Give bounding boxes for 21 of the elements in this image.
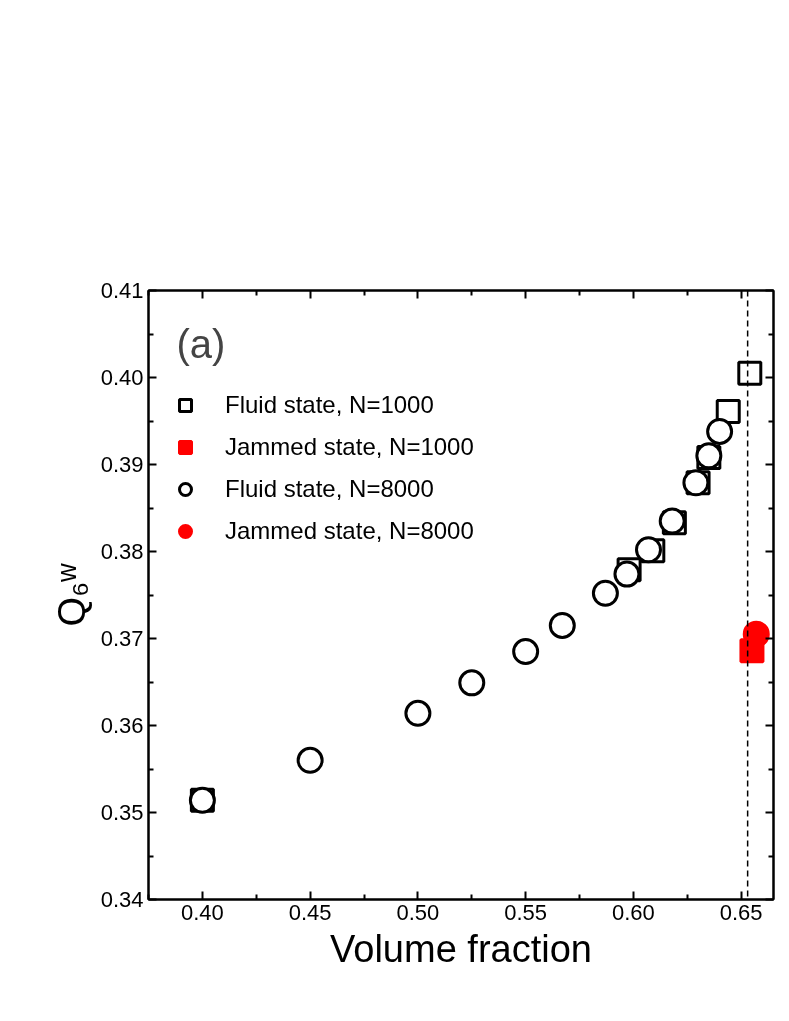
y-tick-label: 0.39 xyxy=(100,452,144,477)
y-tick-label: 0.40 xyxy=(100,365,144,390)
x-tick-label: 0.60 xyxy=(612,899,655,925)
x-axis-title: Volume fraction xyxy=(330,927,592,970)
y-tick-label: 0.37 xyxy=(100,626,144,651)
x-tick-label: 0.55 xyxy=(504,899,548,925)
annotation: (a) xyxy=(176,321,226,366)
y-tick-label: 0.35 xyxy=(100,800,144,825)
y-tick-label: 0.41 xyxy=(100,278,144,303)
x-tick-label: 0.45 xyxy=(288,899,332,925)
y-axis-title: Q₆ʷ xyxy=(50,562,93,627)
y-tick-label: 0.36 xyxy=(100,713,144,738)
legend-label: Jammed state, N=8000 xyxy=(225,517,474,545)
x-tick-label: 0.65 xyxy=(719,899,763,925)
legend-label: Jammed state, N=1000 xyxy=(225,433,474,461)
y-tick-label: 0.38 xyxy=(100,539,144,564)
x-tick-label: 0.40 xyxy=(180,899,224,925)
x-tick-label: 0.50 xyxy=(396,899,440,925)
y-tick-label: 0.34 xyxy=(100,887,144,912)
legend-label: Fluid state, N=8000 xyxy=(225,475,434,503)
legend-label: Fluid state, N=1000 xyxy=(225,391,434,419)
